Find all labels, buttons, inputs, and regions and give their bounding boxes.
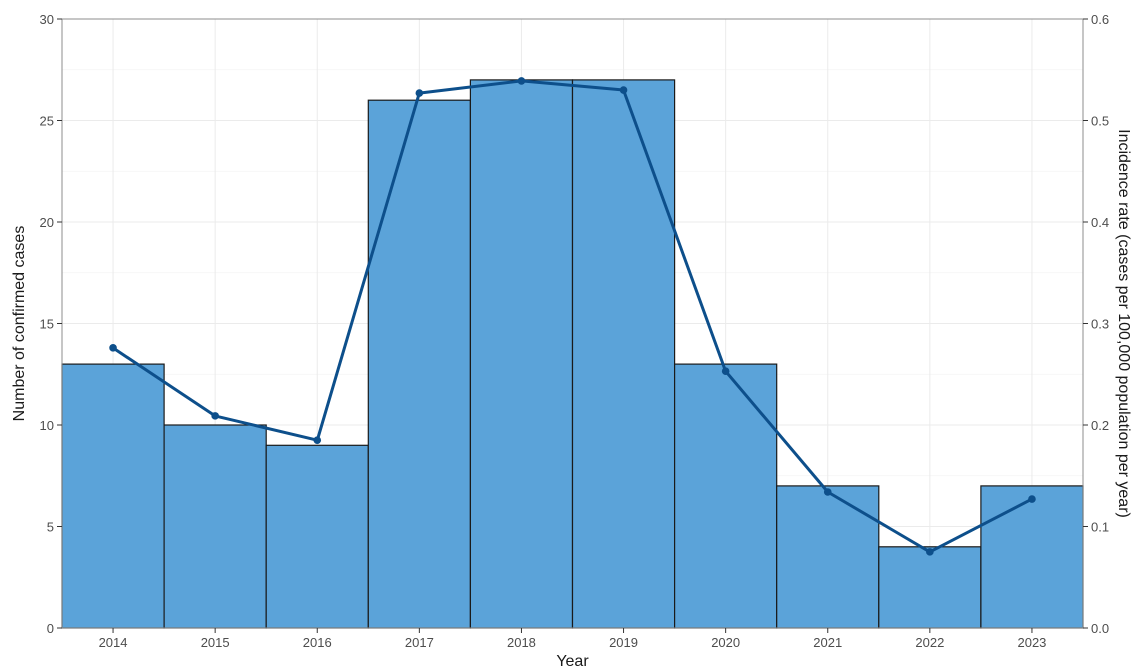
incidence-point-2023	[1028, 495, 1036, 503]
bar-2022	[878, 546, 982, 629]
incidence-point-2015	[211, 412, 219, 420]
y2-tick-label: 0.6	[1091, 12, 1109, 27]
bar-2019	[571, 79, 676, 629]
incidence-point-2021	[823, 488, 832, 496]
bar-2023	[980, 485, 1084, 629]
incidence-point-2014	[109, 344, 117, 352]
axes: 0 5 10 15 20 25 30 0.0 0.1 0.2 0.3 0.4 0.5 0.6 2014 201…	[40, 12, 1110, 650]
y-tick-label: 20	[40, 215, 54, 230]
y-tick-label: 15	[40, 317, 54, 332]
bar-series	[61, 79, 1084, 629]
bar-2018	[469, 79, 574, 629]
x-tick-label: 2023	[1017, 635, 1046, 650]
bar-2017	[367, 99, 471, 629]
incidence-point-2019	[619, 86, 628, 94]
y-tick-label: 25	[40, 114, 54, 129]
x-tick-label: 2015	[201, 635, 230, 650]
bar-2020	[673, 363, 778, 629]
x-tick-label: 2019	[609, 635, 638, 650]
y-tick-label: 30	[40, 12, 54, 27]
incidence-point-2017	[415, 89, 424, 97]
y2-axis-title: Incidence rate (cases per 100,000 popula…	[1115, 129, 1132, 518]
y2-tick-label: 0.0	[1091, 621, 1109, 636]
incidence-point-2020	[721, 367, 730, 376]
y-axis-title: Number of confirmed cases	[11, 226, 28, 422]
bar-2016	[265, 444, 369, 629]
line-series	[109, 77, 1036, 556]
bar-2015	[163, 424, 267, 629]
bar-2014	[61, 363, 165, 629]
y2-tick-label: 0.2	[1091, 418, 1109, 433]
incidence-point-2022	[926, 548, 934, 556]
x-tick-label: 2020	[711, 635, 740, 650]
bar-2021	[776, 485, 880, 629]
incidence-line	[111, 79, 1034, 554]
y-tick-label: 10	[40, 418, 54, 433]
x-tick-label: 2022	[915, 635, 944, 650]
y-tick-label: 0	[47, 621, 54, 636]
y2-tick-label: 0.5	[1091, 114, 1109, 129]
x-tick-label: 2017	[405, 635, 434, 650]
y-tick-label: 5	[47, 520, 54, 535]
incidence-point-2018	[517, 77, 526, 85]
y2-tick-label: 0.4	[1091, 215, 1109, 230]
y2-tick-label: 0.1	[1091, 520, 1109, 535]
x-tick-label: 2018	[507, 635, 536, 650]
incidence-point-2016	[313, 436, 322, 445]
x-axis-title: Year	[556, 653, 589, 669]
x-tick-label: 2014	[99, 635, 128, 650]
x-tick-label: 2021	[813, 635, 842, 650]
y2-tick-label: 0.3	[1091, 317, 1109, 332]
x-tick-label: 2016	[303, 635, 332, 650]
